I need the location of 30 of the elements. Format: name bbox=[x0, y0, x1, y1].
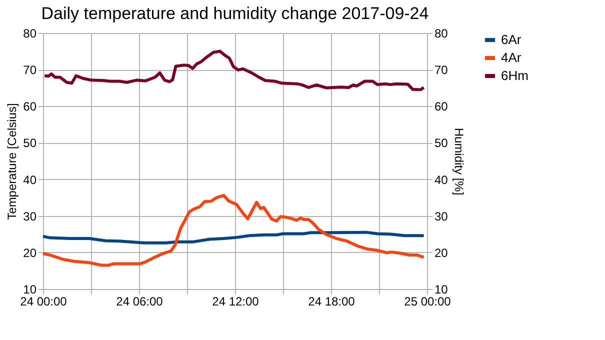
y2-tick-label: 30 bbox=[434, 209, 448, 224]
y-tick-label: 20 bbox=[23, 246, 37, 260]
y-tick-label: 80 bbox=[23, 26, 37, 40]
x-tick-label: 24 18:00 bbox=[308, 294, 356, 308]
legend-label: 4Ar bbox=[501, 50, 522, 65]
y2-tick-label: 60 bbox=[434, 100, 448, 114]
y2-tick-label: 20 bbox=[434, 246, 448, 260]
y-tick-label: 50 bbox=[23, 136, 37, 150]
y-tick-label: 10 bbox=[23, 282, 37, 296]
line-series bbox=[42, 194, 426, 267]
chart-title: Daily temperature and humidity change 2017-09-24 bbox=[41, 4, 429, 23]
line-series bbox=[42, 230, 426, 244]
y-tick-label: 40 bbox=[23, 172, 37, 187]
y2-tick-label: 70 bbox=[434, 63, 448, 78]
y-axis-title: Temperature [Celsius] bbox=[5, 103, 20, 220]
y2-tick-label: 50 bbox=[434, 136, 448, 150]
x-tick-label: 25 00:00 bbox=[404, 294, 452, 308]
x-tick-label: 24 12:00 bbox=[212, 294, 260, 308]
y2-axis-title: Humidity [%] bbox=[452, 128, 466, 196]
y-tick-label: 60 bbox=[23, 100, 37, 114]
y2-tick-label: 40 bbox=[434, 172, 448, 187]
y2-tick-label: 10 bbox=[434, 282, 448, 296]
line-series bbox=[43, 50, 426, 92]
legend-label: 6Hm bbox=[501, 68, 528, 83]
y-tick-label: 30 bbox=[23, 209, 37, 224]
legend-label: 6Ar bbox=[501, 32, 522, 47]
x-tick-label: 24 00:00 bbox=[20, 294, 68, 308]
x-tick-label: 24 06:00 bbox=[116, 294, 164, 308]
y-tick-label: 70 bbox=[23, 63, 37, 78]
y2-tick-label: 80 bbox=[434, 26, 448, 40]
